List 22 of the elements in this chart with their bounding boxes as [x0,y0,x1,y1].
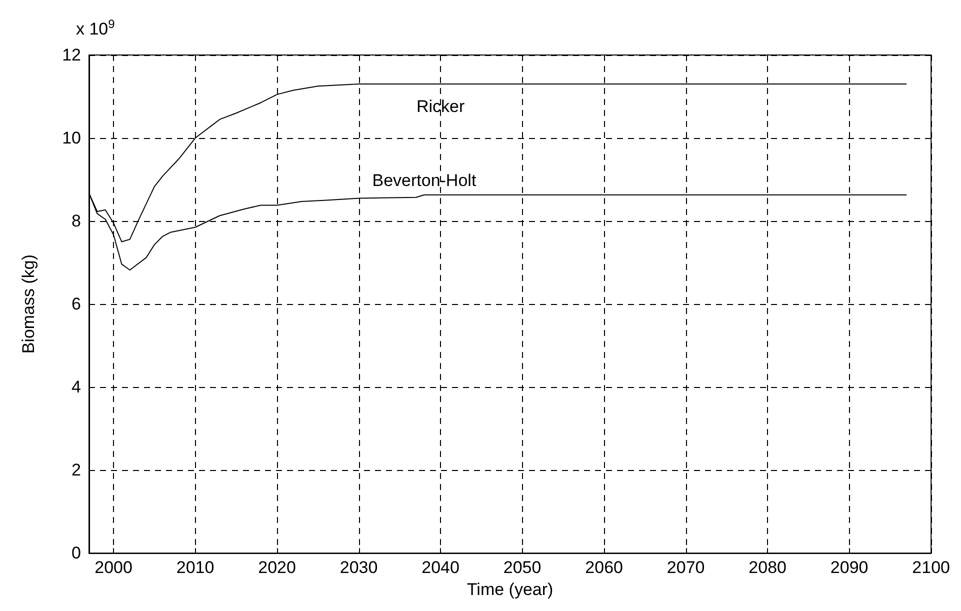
x-axis-title: Time (year) [466,580,554,599]
x-tick-label: 2010 [176,558,214,578]
y-tick-label: 2 [72,460,81,480]
x-tick-label: 2100 [912,558,950,578]
y-tick-label: 4 [72,378,81,397]
x-tick-label: 2090 [830,558,868,578]
series-label: Ricker [416,97,465,116]
y-tick-label: 8 [72,212,81,231]
series-label: Beverton-Holt [372,170,476,190]
x-tick-label: 2080 [748,558,786,578]
x-tick-label: 2070 [666,558,705,578]
x-tick-label: 2020 [258,558,296,578]
x-tick-label: 2050 [503,558,542,578]
y-tick-label: 10 [62,128,81,148]
x-tick-label: 2030 [340,558,378,578]
y-tick-label: 12 [62,46,81,64]
y-tick-label: 0 [72,544,81,563]
y-tick-label: 6 [72,294,81,314]
x-tick-label: 2040 [422,558,460,578]
y-axis-title: Biomass (kg) [19,254,38,354]
x-tick-label: 2060 [585,558,623,578]
x-tick-label: 2000 [94,558,132,578]
